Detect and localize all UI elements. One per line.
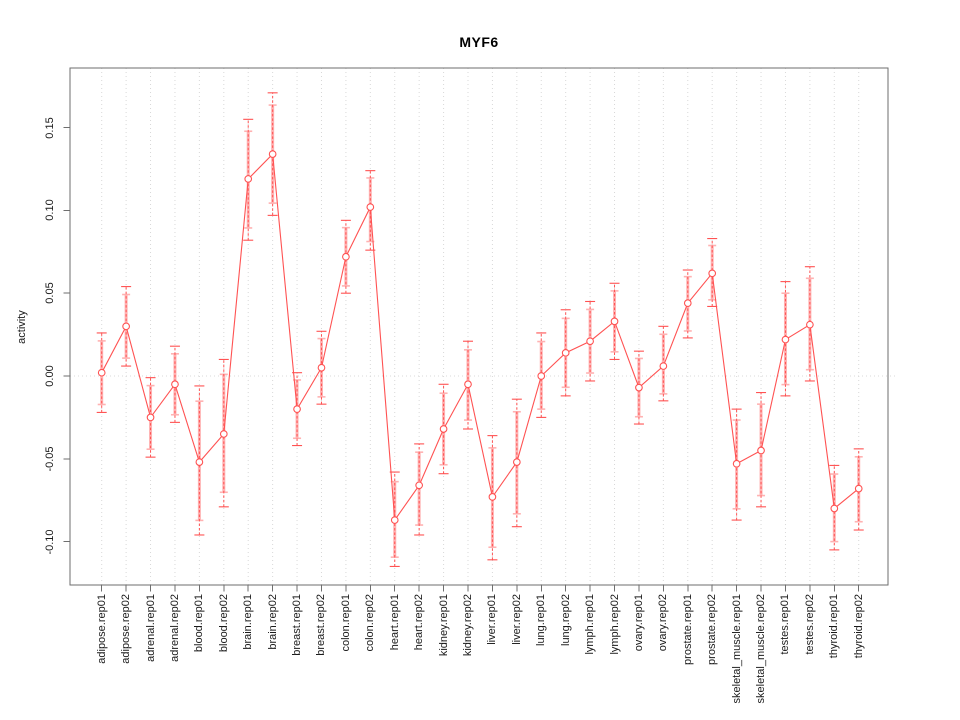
x-tick-label: ovary.rep01: [632, 594, 645, 652]
data-point: [757, 446, 765, 455]
data-point: [195, 458, 204, 466]
x-tick-label: kidney.rep01: [437, 594, 450, 657]
data-point: [293, 405, 301, 413]
data-point: [219, 430, 228, 438]
x-tick-label: testes.rep01: [779, 594, 792, 655]
x-tick-label: adrenal.rep02: [168, 594, 181, 662]
data-point: [122, 322, 130, 331]
y-tick-label: 0.05: [44, 282, 56, 304]
x-tick-label: ovary.rep02: [657, 594, 670, 652]
data-point: [415, 481, 424, 490]
x-tick-label: adrenal.rep01: [144, 594, 157, 662]
y-tick-label: 0.15: [44, 116, 56, 139]
x-tick-label: skeletal_muscle.rep01: [730, 594, 743, 704]
x-tick-label: blood.rep01: [193, 594, 206, 653]
data-point: [244, 175, 253, 183]
x-tick-label: blood.rep02: [217, 594, 230, 653]
y-tick-label: 0.00: [44, 365, 56, 387]
x-tick-label: heart.rep01: [388, 594, 401, 651]
data-point: [537, 372, 546, 380]
x-tick-label: breast.rep02: [315, 594, 328, 656]
series-line: [101, 152, 860, 522]
y-tick-label: -0.10: [44, 529, 56, 555]
x-tick-label: thyroid.rep01: [828, 594, 841, 659]
data-point: [830, 504, 839, 513]
data-point: [366, 203, 375, 211]
data-point: [512, 458, 521, 466]
x-tick-label: thyroid.rep02: [852, 594, 865, 659]
data-point: [171, 380, 179, 389]
x-tick-label: kidney.rep02: [462, 594, 474, 657]
x-tick-label: prostate.rep01: [681, 594, 694, 665]
data-point: [708, 269, 717, 278]
x-tick-label: testes.rep02: [803, 594, 816, 655]
x-tick-label: brain.rep01: [242, 594, 255, 650]
data-point: [561, 348, 570, 357]
data-point: [781, 335, 790, 344]
data-point: [268, 150, 277, 158]
data-point: [610, 317, 619, 326]
x-tick-label: adipose.rep01: [95, 594, 108, 664]
plot-border: [69, 67, 889, 586]
x-tick-label: adipose.rep02: [120, 594, 133, 664]
x-tick-label: skeletal_muscle.rep02: [755, 594, 768, 704]
data-point: [732, 459, 741, 468]
data-point: [342, 252, 350, 261]
x-tick-label: liver.rep02: [510, 594, 523, 645]
data-point: [317, 363, 326, 372]
x-tick-label: prostate.rep02: [706, 594, 719, 665]
x-tick-label: lymph.rep01: [584, 594, 597, 655]
data-point: [97, 368, 106, 377]
data-point: [806, 320, 814, 329]
data-point: [488, 493, 497, 501]
x-tick-label: liver.rep01: [486, 594, 499, 645]
data-point: [439, 425, 448, 433]
data-point: [854, 484, 863, 493]
chart-title: MYF6: [459, 34, 499, 50]
data-point: [683, 299, 692, 307]
data-point: [635, 383, 643, 392]
data-point: [586, 337, 594, 346]
y-tick-label: -0.05: [44, 446, 56, 472]
data-point: [464, 380, 472, 389]
data-point: [146, 413, 155, 422]
x-tick-label: heart.rep02: [413, 594, 426, 651]
y-tick-label: 0.10: [44, 199, 56, 222]
x-tick-label: lung.rep02: [559, 594, 572, 646]
data-point: [390, 516, 399, 524]
x-tick-label: breast.rep01: [291, 594, 304, 656]
data-point: [659, 362, 668, 370]
x-tick-label: colon.rep02: [364, 594, 377, 652]
x-tick-label: lymph.rep02: [608, 594, 621, 655]
x-tick-label: colon.rep01: [339, 594, 352, 652]
x-tick-label: brain.rep02: [266, 594, 279, 650]
x-tick-label: lung.rep01: [535, 594, 548, 646]
